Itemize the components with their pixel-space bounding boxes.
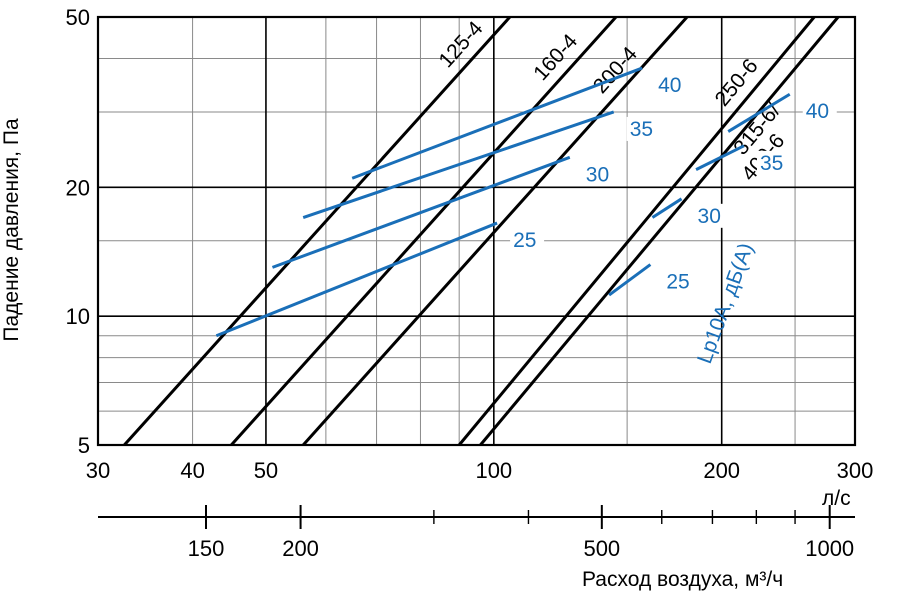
secondary-axis: 150 200 500 1000 xyxy=(98,505,855,561)
noise-line-35 xyxy=(302,110,615,219)
x-tick-label: 200 xyxy=(703,458,740,483)
x-tick-label: 300 xyxy=(837,458,874,483)
noise-label: 40 xyxy=(806,100,829,123)
noise-label-bg xyxy=(626,116,661,141)
x-tick-label: 100 xyxy=(475,458,512,483)
x-axis-label: л/с xyxy=(822,487,851,510)
fan-line-2506 xyxy=(458,16,816,446)
grid xyxy=(98,17,855,445)
secondary-tick-label: 1000 xyxy=(805,536,854,561)
noise-line-30 xyxy=(651,197,683,219)
fan-label: 160-4 xyxy=(529,30,582,86)
noise-label: 35 xyxy=(760,152,783,175)
noise-label: 25 xyxy=(666,271,689,294)
noise-label: 30 xyxy=(698,205,721,228)
noise-label-bg xyxy=(756,150,791,175)
fan-label: 125-4 xyxy=(435,17,488,73)
plot-frame xyxy=(96,15,857,447)
noise-label-bg xyxy=(510,228,545,253)
y-tick-label: 50 xyxy=(66,5,90,30)
noise-label: 40 xyxy=(658,74,681,97)
noise-label-bg xyxy=(582,162,617,187)
secondary-axis-label: Расход воздуха, м³/ч xyxy=(582,568,783,591)
noise-label: 30 xyxy=(586,163,609,186)
noise-line-30 xyxy=(271,155,571,269)
noise-line-25 xyxy=(215,221,498,338)
noise-label: 35 xyxy=(630,118,653,141)
fan-line-2004 xyxy=(302,15,689,447)
noise-label-bg xyxy=(802,99,837,124)
noise-line-35 xyxy=(695,144,745,171)
fan-label: 250-6 xyxy=(711,55,763,111)
noise-line-25 xyxy=(608,263,652,297)
noise-series-title: Lp10A, дБ(А) xyxy=(693,240,758,367)
y-tick-label: 20 xyxy=(66,175,90,200)
noise-line-40 xyxy=(351,66,643,180)
y-tick-label: 5 xyxy=(78,433,90,458)
noise-label-bg xyxy=(655,73,690,98)
noise-line-40 xyxy=(727,92,791,133)
x-tick-label: 30 xyxy=(86,458,110,483)
secondary-tick-label: 150 xyxy=(188,536,225,561)
secondary-tick-label: 200 xyxy=(282,536,319,561)
x-tick-label: 40 xyxy=(180,458,204,483)
noise-label-bg xyxy=(694,203,729,228)
fan-line-1254 xyxy=(123,15,511,447)
fan-line-1604 xyxy=(230,15,618,447)
secondary-tick-label: 500 xyxy=(583,536,620,561)
noise-label: 25 xyxy=(513,229,536,252)
x-tick-label: 50 xyxy=(254,458,278,483)
y-tick-label: 10 xyxy=(66,304,90,329)
y-axis-label: Падение давления, Па xyxy=(0,118,23,342)
noise-label-bg xyxy=(663,269,698,294)
fan-line-31564006 xyxy=(479,16,840,446)
ticks: 30 40 50 100 200 300 5 10 20 50 xyxy=(66,5,874,483)
